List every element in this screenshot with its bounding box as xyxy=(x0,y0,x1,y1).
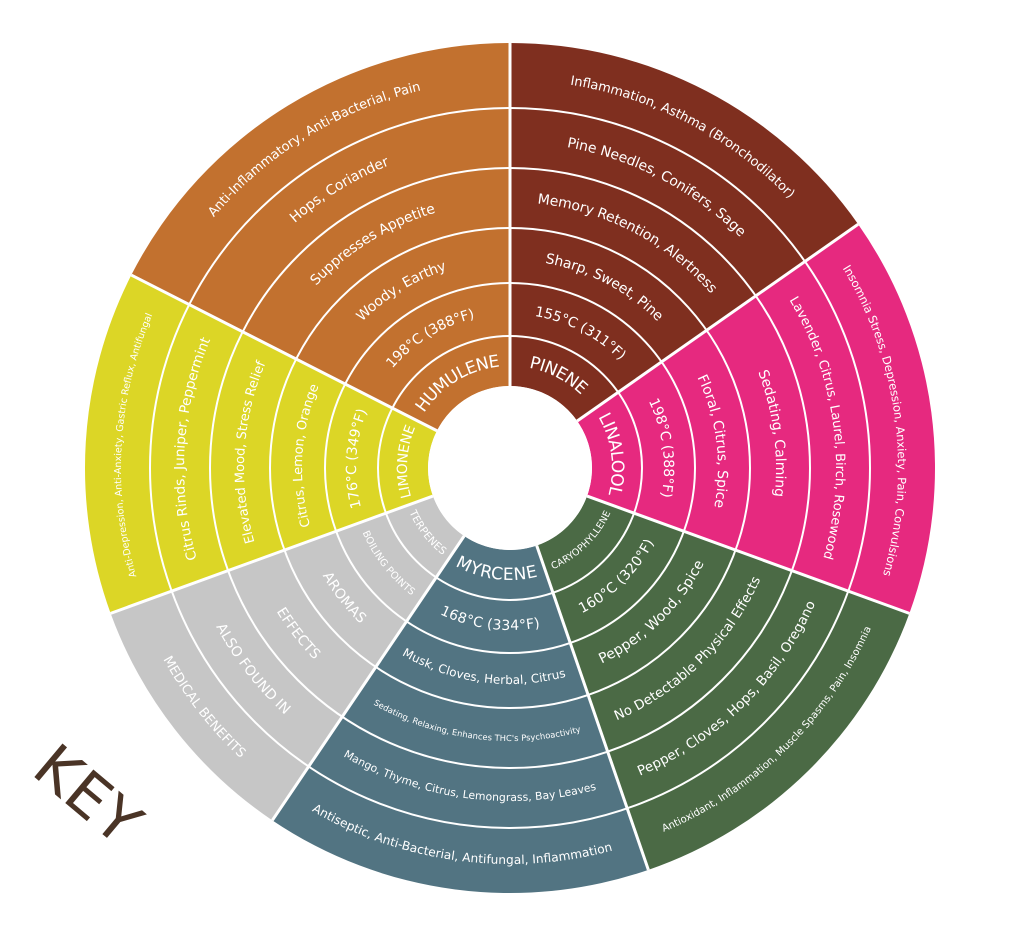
radial-divider-5 xyxy=(271,535,466,822)
radial-divider-3 xyxy=(586,494,910,615)
radial-divider-6 xyxy=(110,494,434,615)
radial-divider-4 xyxy=(535,545,650,871)
radial-divider-0 xyxy=(130,273,438,433)
sector-myrcene xyxy=(272,535,649,893)
sector-caryophyllene xyxy=(536,496,910,870)
radial-divider-2 xyxy=(576,223,860,423)
wheel-sectors xyxy=(84,43,935,893)
wheel-center-hole xyxy=(428,386,592,550)
sector-key xyxy=(110,496,465,821)
sector-linalool xyxy=(577,224,935,614)
sector-humulene xyxy=(131,43,511,431)
sector-pinene xyxy=(510,43,859,421)
sector-limonene xyxy=(84,275,437,614)
wheel-dividers xyxy=(110,43,910,871)
